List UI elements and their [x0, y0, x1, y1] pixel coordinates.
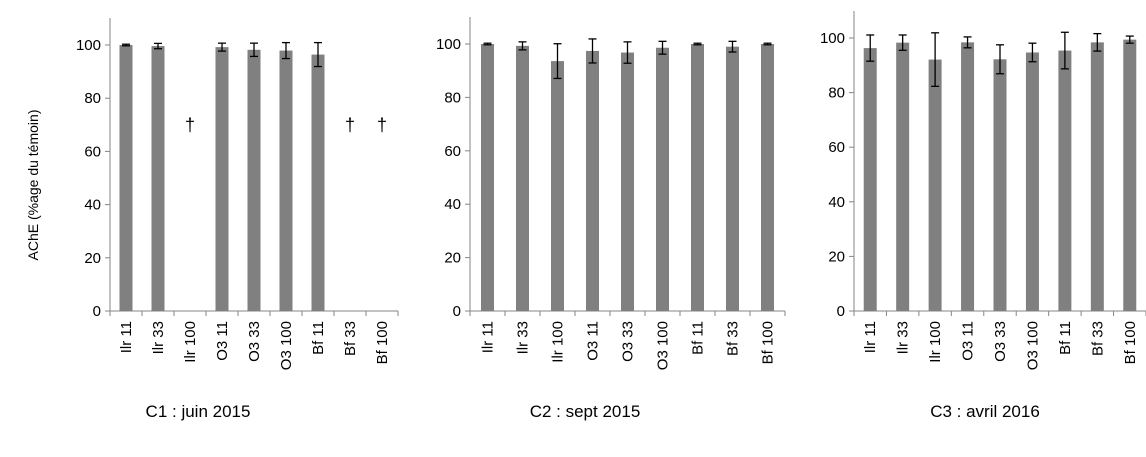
- bar-bf-11: [311, 54, 325, 312]
- y-tick-label: 0: [837, 303, 845, 320]
- x-tick-label: Bf 11: [1057, 321, 1074, 355]
- bar-o3-11: [586, 50, 599, 311]
- bar-ilr-11: [119, 45, 133, 311]
- y-tick-label: 20: [444, 250, 461, 267]
- x-tick-label: Ilr 11: [118, 321, 135, 353]
- x-tick-label: O3 11: [960, 321, 977, 361]
- chart-title: C2 : sept 2015: [530, 402, 641, 421]
- x-tick-label: Bf 33: [1089, 321, 1106, 356]
- y-tick-label: 100: [820, 30, 845, 47]
- x-tick-label: O3 100: [278, 321, 295, 370]
- chart-title: C3 : avril 2016: [930, 402, 1040, 421]
- bar-ilr-33: [896, 42, 910, 312]
- x-tick-label: O3 100: [655, 321, 672, 370]
- x-tick-label: Ilr 100: [550, 321, 567, 363]
- chart-panel-2: 0 20 40 60 80 100 Ilr 11 Ilr 33 Ilr 100 O3 11 O3 3…: [436, 17, 786, 421]
- bar-ilr-11: [863, 48, 877, 311]
- y-tick-label: 20: [84, 250, 101, 267]
- x-tick-label: Ilr 33: [895, 321, 912, 354]
- chart-panel-3: 0 20 40 60 80 100 Ilr 11 Ilr 33 Ilr 100 O3 11 O3 3…: [820, 11, 1146, 421]
- x-tick-label: Bf 100: [1122, 321, 1139, 364]
- x-tick-label: Bf 33: [342, 321, 359, 356]
- bar-bf-33: [1090, 42, 1104, 311]
- y-tick-label: 80: [444, 89, 461, 106]
- x-tick-label: Bf 33: [725, 321, 742, 356]
- y-tick-label: 60: [84, 143, 101, 160]
- dead-marker: †: [345, 115, 355, 135]
- x-tick-label: Bf 11: [310, 321, 327, 355]
- y-tick-label: 0: [453, 303, 461, 320]
- bar-ilr-100: [928, 59, 942, 311]
- bar-bf-33: [726, 46, 739, 312]
- bar-ilr-33: [516, 45, 529, 312]
- bar-ilr-11: [481, 44, 494, 311]
- chart-panel-1: 0 20 40 60 80 100 Ilr 11 Ilr 33 † Ilr 100 O3 11 O3 …: [76, 18, 399, 421]
- bar-ilr-33: [151, 46, 165, 312]
- x-tick-label: O3 33: [992, 321, 1009, 362]
- bar-o3-33: [993, 59, 1007, 311]
- y-tick-label: 60: [444, 143, 461, 160]
- x-tick-label: Ilr 33: [150, 321, 167, 354]
- bar-ilr-100: [551, 61, 564, 312]
- bar-bf-100: [1123, 39, 1137, 311]
- x-tick-label: Bf 100: [760, 321, 777, 364]
- bar-o3-100: [279, 50, 293, 311]
- y-tick-label: 60: [828, 139, 845, 156]
- x-tick-label: O3 33: [246, 321, 263, 362]
- y-tick-label: 0: [93, 303, 101, 320]
- bar-o3-100: [656, 47, 669, 311]
- y-axis-label: AChE (%age du témoin): [25, 110, 41, 261]
- bar-bf-100: [761, 44, 774, 311]
- y-tick-label: 100: [436, 36, 461, 53]
- x-tick-label: Bf 11: [690, 321, 707, 355]
- y-tick-label: 100: [76, 37, 101, 54]
- x-tick-label: O3 11: [214, 321, 231, 361]
- x-tick-label: O3 33: [620, 321, 637, 362]
- x-tick-label: Bf 100: [374, 321, 391, 364]
- x-tick-label: O3 100: [1024, 321, 1041, 370]
- bar-o3-33: [247, 49, 261, 312]
- bar-bf-11: [1058, 50, 1072, 312]
- x-tick-label: Ilr 11: [862, 321, 879, 353]
- y-tick-label: 80: [84, 90, 101, 107]
- x-tick-label: Ilr 33: [515, 321, 532, 354]
- dead-marker: †: [185, 115, 195, 135]
- x-tick-label: O3 11: [585, 321, 602, 361]
- dead-marker: †: [377, 115, 387, 135]
- x-tick-label: Ilr 100: [927, 321, 944, 363]
- y-tick-label: 20: [828, 248, 845, 265]
- chart-title: C1 : juin 2015: [146, 402, 251, 421]
- y-tick-label: 80: [828, 85, 845, 102]
- bar-bf-11: [691, 44, 704, 311]
- bar-o3-11: [215, 47, 229, 312]
- bar-o3-100: [1025, 52, 1039, 312]
- x-tick-label: Ilr 11: [480, 321, 497, 353]
- y-tick-label: 40: [84, 197, 101, 214]
- bar-o3-33: [621, 52, 634, 311]
- y-tick-label: 40: [828, 194, 845, 211]
- bar-o3-11: [961, 42, 975, 311]
- x-tick-label: Ilr 100: [182, 321, 199, 363]
- y-tick-label: 40: [444, 196, 461, 213]
